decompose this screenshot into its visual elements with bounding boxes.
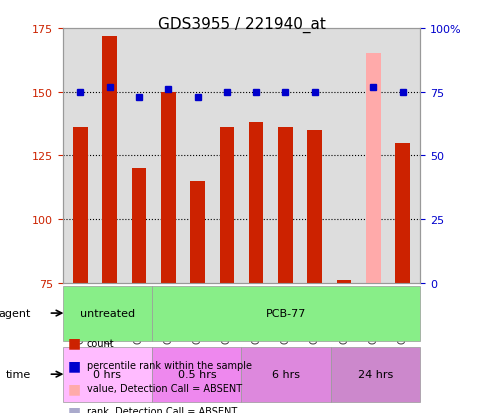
Text: ■: ■: [68, 358, 81, 373]
Text: time: time: [5, 369, 30, 379]
Text: 6 hrs: 6 hrs: [272, 369, 300, 379]
FancyBboxPatch shape: [152, 286, 420, 341]
Text: ■: ■: [68, 381, 81, 395]
Bar: [220, 128, 234, 283]
Text: ■: ■: [68, 336, 81, 350]
FancyBboxPatch shape: [63, 286, 152, 341]
FancyBboxPatch shape: [242, 347, 331, 402]
Text: count: count: [87, 338, 114, 348]
Bar: [190, 181, 205, 283]
FancyBboxPatch shape: [152, 347, 242, 402]
Text: untreated: untreated: [80, 309, 135, 318]
FancyBboxPatch shape: [63, 347, 152, 402]
Bar: [307, 131, 322, 283]
Text: ■: ■: [68, 404, 81, 413]
Bar: [395, 143, 410, 283]
Text: value, Detection Call = ABSENT: value, Detection Call = ABSENT: [87, 383, 242, 393]
Bar: [161, 93, 176, 283]
Text: rank, Detection Call = ABSENT: rank, Detection Call = ABSENT: [87, 406, 237, 413]
Text: PCB-77: PCB-77: [266, 309, 306, 318]
Text: 0 hrs: 0 hrs: [94, 369, 121, 379]
Bar: [366, 54, 381, 283]
Bar: [132, 169, 146, 283]
Bar: [337, 280, 351, 283]
Bar: [73, 128, 88, 283]
Text: GDS3955 / 221940_at: GDS3955 / 221940_at: [157, 17, 326, 33]
Bar: [278, 128, 293, 283]
Text: agent: agent: [0, 309, 30, 318]
Bar: [249, 123, 263, 283]
Text: 0.5 hrs: 0.5 hrs: [178, 369, 216, 379]
Text: 24 hrs: 24 hrs: [358, 369, 393, 379]
Bar: [102, 36, 117, 283]
Text: percentile rank within the sample: percentile rank within the sample: [87, 361, 252, 370]
FancyBboxPatch shape: [331, 347, 420, 402]
